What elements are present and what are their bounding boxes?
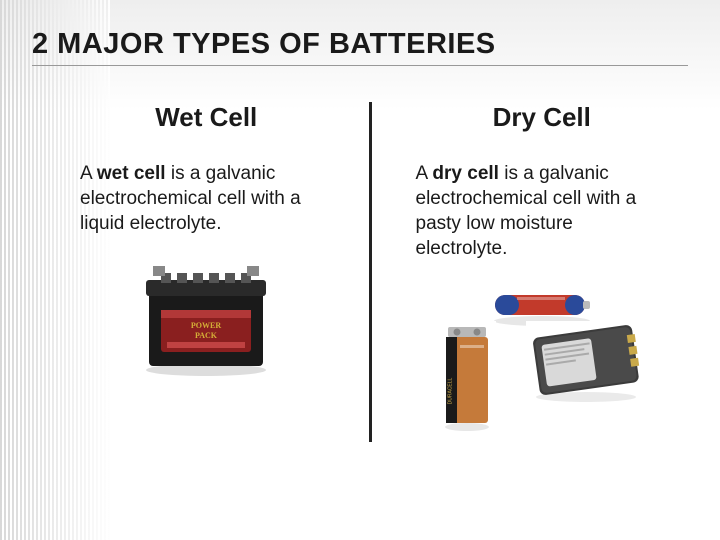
svg-text:DURACELL: DURACELL (447, 378, 453, 405)
9v-battery-icon: DURACELL (438, 321, 496, 433)
left-description: A wet cell is a galvanic electrochemical… (80, 161, 333, 236)
right-desc-bold: dry cell (432, 163, 499, 184)
right-desc-pre: A (416, 163, 433, 184)
right-image-row-2: DURACELL (416, 321, 669, 433)
left-heading: Wet Cell (80, 102, 333, 133)
right-description: A dry cell is a galvanic electrochemical… (416, 161, 669, 261)
left-image-row: POWER PACK (80, 258, 333, 378)
left-desc-bold: wet cell (97, 163, 166, 184)
phone-battery-icon (526, 321, 646, 403)
right-heading: Dry Cell (416, 102, 669, 133)
svg-text:POWER: POWER (191, 321, 221, 330)
left-column: Wet Cell A wet cell is a galvanic electr… (32, 102, 372, 442)
columns: Wet Cell A wet cell is a galvanic electr… (32, 102, 688, 442)
slide: 2 MAJOR TYPES OF BATTERIES Wet Cell A we… (0, 0, 720, 540)
page-title: 2 MAJOR TYPES OF BATTERIES (32, 28, 688, 66)
svg-text:PACK: PACK (195, 331, 218, 340)
right-column: Dry Cell A dry cell is a galvanic electr… (372, 102, 689, 442)
left-desc-pre: A (80, 163, 97, 184)
car-battery-icon: POWER PACK (131, 258, 281, 378)
